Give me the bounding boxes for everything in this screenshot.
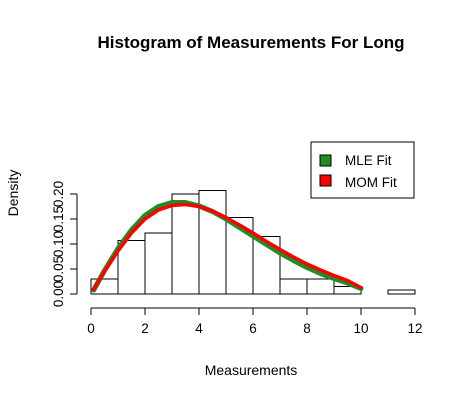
y-axis: 0.000.050.100.150.20 <box>51 181 78 307</box>
histogram-bar <box>144 232 173 295</box>
y-tick-label: 0.20 <box>51 181 66 207</box>
x-tick-label: 0 <box>87 321 95 336</box>
histogram-bar <box>306 278 335 295</box>
legend: MLE Fit MOM Fit <box>310 141 415 199</box>
x-tick-label: 12 <box>407 321 422 336</box>
x-axis: 0 2 4 6 8 10 12 <box>87 307 423 336</box>
fit-curves <box>91 200 364 293</box>
x-axis-label: Measurements <box>205 362 298 378</box>
histogram-bar <box>171 193 200 295</box>
x-tick-label: 2 <box>141 321 149 336</box>
x-tick-label: 6 <box>249 321 257 336</box>
legend-box <box>310 141 415 199</box>
y-tick-label: 0.05 <box>51 256 66 282</box>
y-tick-label: 0.10 <box>51 231 66 257</box>
y-axis-label: Density <box>5 170 21 217</box>
legend-label-mle: MLE Fit <box>345 153 392 168</box>
x-tick-label: 8 <box>303 321 311 336</box>
histogram-bar <box>279 278 308 295</box>
histogram-bar <box>117 240 146 295</box>
y-tick-label: 0.15 <box>51 206 66 232</box>
x-tick-label: 4 <box>195 321 203 336</box>
histogram-bar <box>387 289 416 295</box>
legend-swatch-mom <box>319 174 332 187</box>
legend-label-mom: MOM Fit <box>345 175 397 190</box>
chart-title: Histogram of Measurements For Long <box>98 33 405 52</box>
x-tick-label: 10 <box>353 321 368 336</box>
histogram-bars <box>90 190 416 295</box>
legend-swatch-mle <box>319 154 332 167</box>
y-tick-label: 0.00 <box>51 281 66 307</box>
series-line-mom-fit <box>91 202 363 292</box>
